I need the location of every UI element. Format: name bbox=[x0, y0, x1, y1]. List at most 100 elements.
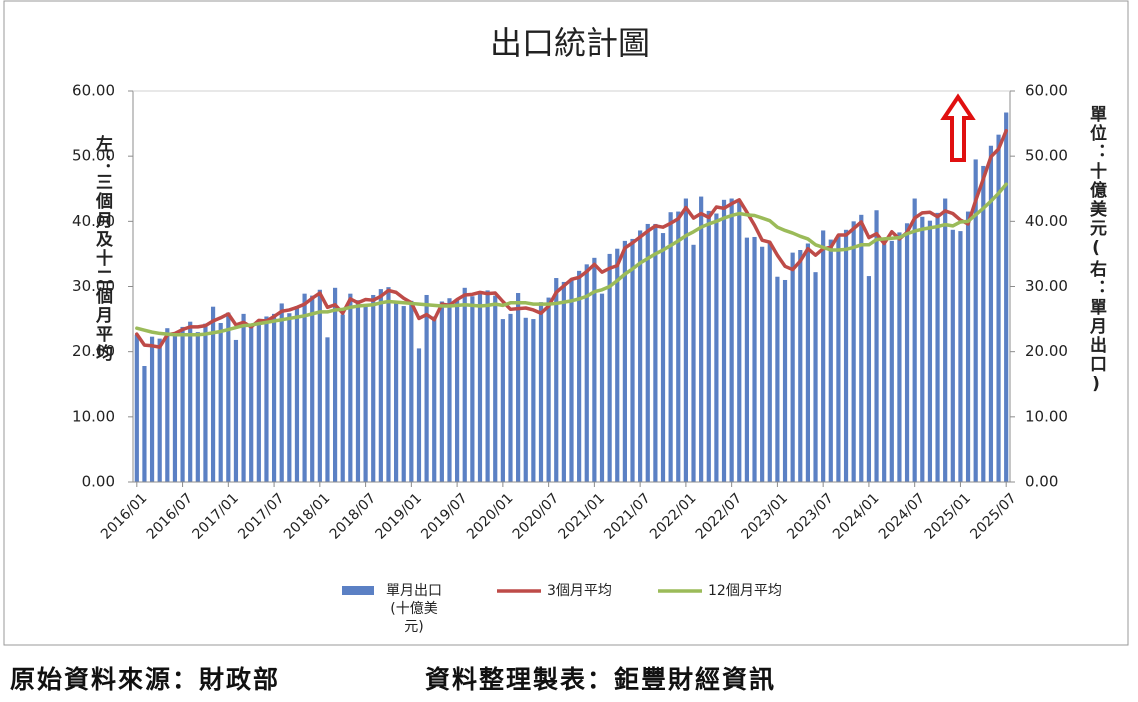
y-tick-label: 0.00 bbox=[82, 473, 115, 491]
bar bbox=[638, 230, 643, 482]
y-tick-label: 50.00 bbox=[72, 147, 115, 165]
bar bbox=[348, 293, 353, 482]
y2-tick-label: 20.00 bbox=[1025, 342, 1068, 360]
bar bbox=[599, 293, 605, 482]
bar bbox=[477, 293, 483, 482]
y2-tick-label: 40.00 bbox=[1025, 212, 1068, 230]
bar bbox=[889, 240, 894, 482]
bar bbox=[828, 239, 833, 482]
legend-label: 3個月平均 bbox=[547, 583, 612, 599]
bar bbox=[691, 244, 696, 482]
bar bbox=[447, 298, 452, 482]
bar bbox=[760, 246, 765, 482]
bar bbox=[683, 198, 688, 482]
bar bbox=[851, 221, 856, 483]
bar bbox=[363, 304, 368, 482]
line-series bbox=[135, 129, 1008, 349]
bar bbox=[569, 278, 574, 482]
bar bbox=[965, 211, 971, 482]
bar bbox=[927, 220, 933, 482]
bar bbox=[432, 316, 437, 482]
bar bbox=[912, 198, 917, 482]
bar bbox=[195, 332, 200, 482]
bar bbox=[836, 235, 841, 482]
bar bbox=[775, 276, 780, 482]
bar bbox=[653, 223, 658, 482]
bar bbox=[721, 199, 727, 482]
y-tick-label: 30.00 bbox=[72, 277, 115, 295]
credit-note: 資料整理製表：鉅豐財經資訊 bbox=[425, 665, 777, 694]
bar bbox=[142, 366, 147, 482]
bar bbox=[714, 213, 719, 482]
bar bbox=[470, 296, 475, 482]
bar bbox=[340, 314, 345, 482]
y2-tick-label: 10.00 bbox=[1025, 407, 1068, 425]
bar bbox=[157, 338, 162, 482]
bar bbox=[371, 294, 376, 482]
bar bbox=[401, 306, 406, 482]
bar bbox=[218, 322, 223, 482]
bar bbox=[416, 348, 422, 482]
y-tick-label: 40.00 bbox=[72, 212, 115, 230]
bar bbox=[287, 313, 292, 482]
y-tick-label: 10.00 bbox=[72, 407, 115, 425]
bar bbox=[584, 264, 589, 482]
bar bbox=[149, 336, 155, 482]
y-tick-label: 60.00 bbox=[72, 82, 115, 100]
bar bbox=[699, 196, 704, 482]
bar bbox=[843, 229, 849, 482]
bar bbox=[439, 301, 444, 482]
bar bbox=[935, 212, 940, 482]
y-tick-label: 20.00 bbox=[72, 342, 115, 360]
bar bbox=[538, 302, 544, 482]
bar bbox=[630, 238, 635, 482]
bar bbox=[981, 165, 986, 483]
y2-tick-label: 0.00 bbox=[1025, 473, 1058, 491]
bar bbox=[172, 332, 178, 482]
bar bbox=[394, 300, 399, 482]
bar bbox=[310, 295, 315, 482]
bar bbox=[188, 321, 193, 482]
y2-tick-label: 30.00 bbox=[1025, 277, 1068, 295]
bar bbox=[904, 223, 910, 482]
bar bbox=[577, 270, 582, 482]
bar bbox=[973, 159, 978, 483]
bar bbox=[134, 334, 139, 482]
bar bbox=[744, 237, 749, 482]
bar bbox=[325, 337, 330, 482]
bar bbox=[1004, 112, 1009, 482]
chart-title: 出口統計圖 bbox=[490, 24, 650, 62]
bar bbox=[516, 293, 521, 482]
bar bbox=[592, 257, 597, 482]
bar bbox=[386, 287, 391, 482]
bar bbox=[821, 230, 826, 482]
bar bbox=[294, 306, 300, 482]
bar bbox=[271, 313, 277, 482]
bar bbox=[455, 299, 460, 482]
bar bbox=[409, 300, 414, 482]
bar bbox=[561, 281, 566, 482]
bar bbox=[874, 210, 879, 482]
legend-swatch bbox=[342, 586, 374, 595]
bar bbox=[615, 248, 620, 482]
bar bbox=[462, 287, 467, 482]
bar bbox=[249, 326, 254, 482]
bar bbox=[607, 253, 612, 482]
bar bbox=[264, 316, 269, 482]
bar bbox=[958, 231, 963, 482]
bar bbox=[920, 216, 925, 482]
up-arrow bbox=[940, 93, 976, 162]
bar bbox=[866, 276, 872, 482]
bar bbox=[332, 287, 338, 482]
bar bbox=[729, 198, 734, 482]
bar bbox=[317, 289, 322, 482]
bar bbox=[897, 232, 902, 482]
bar bbox=[508, 313, 513, 482]
bar bbox=[859, 214, 864, 483]
bar bbox=[485, 290, 490, 482]
bar bbox=[676, 211, 681, 482]
line-series bbox=[135, 182, 1008, 337]
bar bbox=[546, 297, 551, 482]
